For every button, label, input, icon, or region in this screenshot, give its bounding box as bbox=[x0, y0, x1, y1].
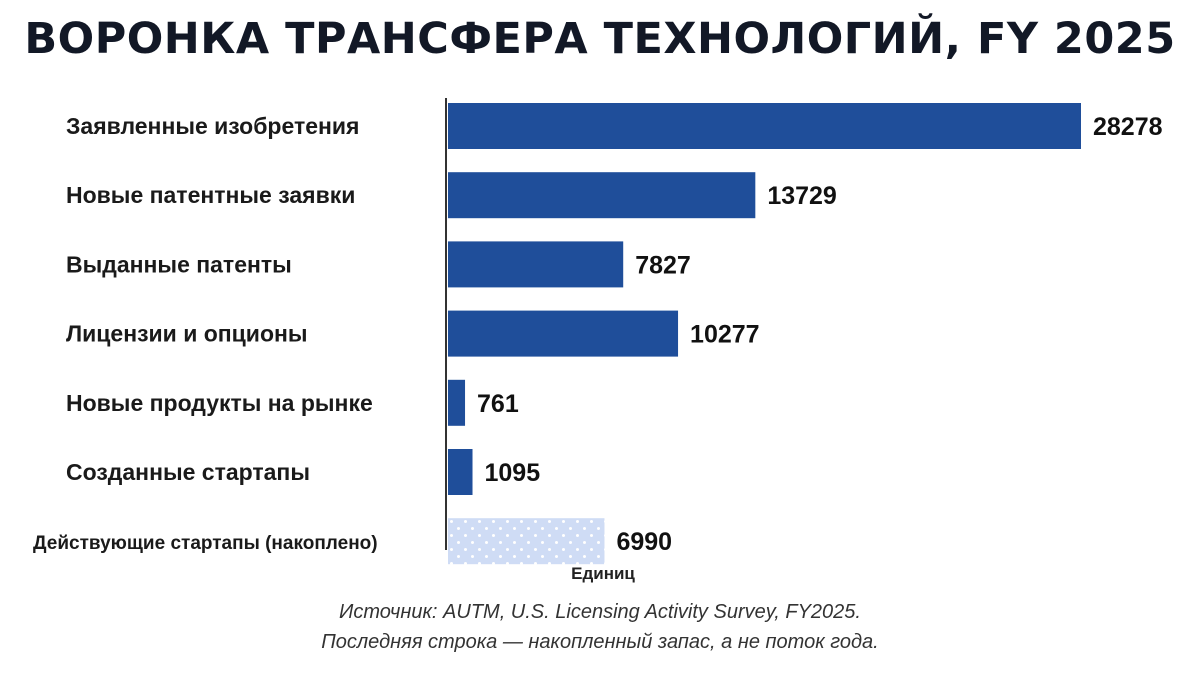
x-axis-label: Единиц bbox=[571, 564, 635, 583]
value-label: 1095 bbox=[485, 459, 541, 487]
category-label: Заявленные изобретения bbox=[66, 113, 359, 139]
bar bbox=[448, 310, 679, 357]
value-label: 13729 bbox=[767, 182, 837, 210]
bar bbox=[448, 518, 605, 565]
category-label: Выданные патенты bbox=[66, 251, 292, 277]
category-label: Действующие стартапы (накоплено) bbox=[33, 533, 378, 554]
value-label: 761 bbox=[477, 390, 519, 418]
value-label: 6990 bbox=[616, 528, 672, 556]
bar bbox=[448, 379, 466, 426]
category-label: Новые патентные заявки bbox=[66, 182, 355, 208]
category-label: Созданные стартапы bbox=[66, 459, 310, 485]
stock-note: Последняя строка — накопленный запас, а … bbox=[321, 631, 879, 653]
bar bbox=[448, 241, 624, 288]
category-label: Новые продукты на рынке bbox=[66, 390, 373, 416]
value-label: 10277 bbox=[690, 321, 760, 349]
value-label: 7827 bbox=[635, 251, 691, 279]
bar bbox=[448, 103, 1081, 149]
value-label: 28278 bbox=[1093, 113, 1163, 141]
bar bbox=[448, 172, 756, 219]
chart-title: ВОРОНКА ТРАНСФЕРА ТЕХНОЛОГИЙ, FY 2025 bbox=[24, 14, 1176, 64]
category-label: Лицензии и опционы bbox=[66, 321, 308, 347]
source-note: Источник: AUTM, U.S. Licensing Activity … bbox=[339, 601, 861, 623]
bar bbox=[448, 449, 473, 495]
